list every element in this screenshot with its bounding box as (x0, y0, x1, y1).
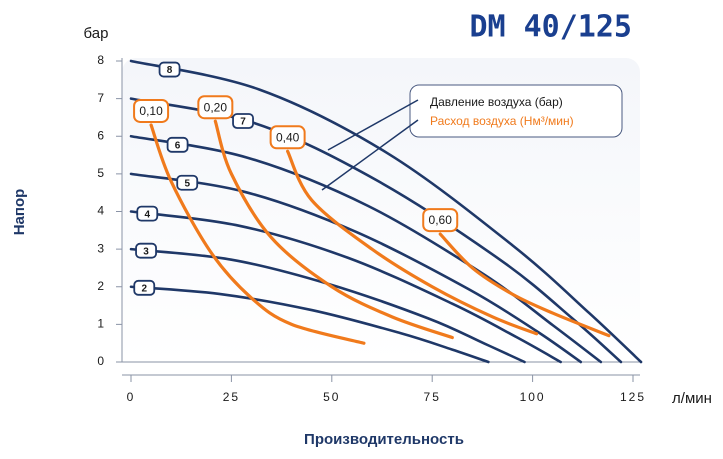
series-label-box (135, 242, 157, 259)
series-label: 6 (175, 140, 181, 151)
series-label: 4 (144, 209, 150, 220)
series-label: 0,40 (276, 130, 300, 144)
series-label: 0,60 (429, 213, 453, 227)
series-line (286, 149, 539, 336)
y-tick-label: 0 (97, 354, 104, 368)
y-tick-label: 6 (97, 128, 104, 142)
series-line (129, 247, 526, 364)
legend-item: Давление воздуха (бар) (430, 95, 563, 109)
series-label-box (422, 208, 459, 233)
y-tick-label: 8 (97, 53, 104, 67)
legend-box (409, 84, 623, 138)
y-tick-label: 4 (97, 204, 104, 218)
series-label: 2 (141, 283, 147, 294)
legend-item: Расход воздуха (Нм³/мин) (430, 114, 574, 128)
y-axis-title: Напор (11, 189, 28, 236)
y-unit: бар (84, 25, 109, 42)
x-tick-label: 75 (424, 390, 441, 404)
series-label: 5 (184, 178, 190, 189)
series-line (129, 134, 603, 364)
x-tick-label: 0 (127, 390, 136, 404)
series-line (129, 285, 490, 364)
series-line (129, 172, 583, 364)
x-tick-label: 125 (620, 390, 646, 404)
series-label-box (166, 136, 189, 153)
legend-pointer (321, 119, 419, 191)
x-tick-label: 50 (323, 390, 340, 404)
series-label: 7 (240, 117, 246, 128)
series-label: 8 (167, 65, 173, 76)
series-label-box (133, 279, 156, 296)
series-label-box (136, 205, 159, 222)
series-label-box (133, 98, 170, 123)
y-tick-label: 5 (97, 166, 104, 180)
y-tick-label: 7 (97, 91, 104, 105)
x-tick-label: 25 (223, 390, 240, 404)
series-label-box (232, 113, 254, 129)
chart-title: DM 40/125 (469, 10, 632, 45)
series-line (438, 232, 611, 338)
x-unit: л/мин (672, 390, 712, 407)
y-tick-label: 3 (97, 241, 104, 255)
series-line (129, 59, 643, 364)
series-line (129, 210, 563, 364)
series-label-box (197, 95, 234, 120)
y-tick-label: 1 (97, 317, 104, 331)
y-tick-label: 2 (97, 279, 104, 293)
series-label-box (158, 61, 181, 78)
x-tick-label: 100 (520, 390, 546, 404)
legend-pointer (327, 99, 419, 151)
series-label: 0,10 (139, 104, 163, 118)
x-axis-title: Производительность (304, 431, 464, 448)
series-label-box (269, 125, 306, 150)
series-label: 0,20 (204, 100, 228, 114)
series-label-box (176, 174, 199, 191)
series-line (149, 123, 366, 345)
series-label: 3 (143, 246, 149, 257)
axes (121, 58, 640, 376)
series-line (213, 119, 454, 340)
